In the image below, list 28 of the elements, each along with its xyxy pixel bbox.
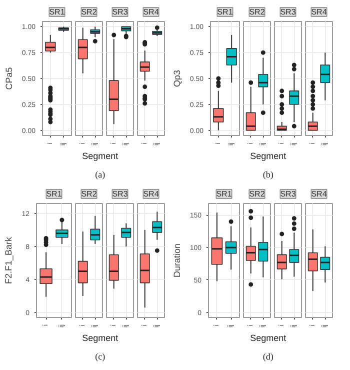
text: (c) bbox=[95, 352, 106, 362]
chart-title: SR4 bbox=[311, 190, 328, 198]
chart-title: SR3 bbox=[280, 8, 296, 16]
x-axis-title: Segment bbox=[250, 151, 287, 162]
chart-title: SR1 bbox=[217, 8, 234, 16]
chart-title: SR1 bbox=[216, 190, 232, 198]
y-axis-title: Duration bbox=[172, 243, 182, 278]
chart-title: SR4 bbox=[143, 190, 160, 198]
chart-title: SR1 bbox=[46, 190, 62, 198]
text: (a) bbox=[95, 170, 106, 180]
chart-title: SR2 bbox=[249, 8, 266, 16]
chart-title: SR2 bbox=[81, 190, 98, 198]
y-axis-title: F2.F1_Bark bbox=[4, 236, 14, 284]
chart-title: SR1 bbox=[49, 8, 66, 16]
chart-title: SR2 bbox=[81, 8, 98, 16]
chart-title: SR2 bbox=[249, 190, 266, 198]
x-axis-title: Segment bbox=[250, 333, 287, 344]
y-axis-title: CPa5 bbox=[4, 67, 14, 90]
text: (d) bbox=[262, 352, 274, 362]
x-axis-title: Segment bbox=[82, 151, 119, 162]
chart-title: SR4 bbox=[311, 8, 328, 16]
chart-title: SR4 bbox=[143, 8, 160, 16]
text: (b) bbox=[262, 170, 274, 180]
y-axis-title: Qp3 bbox=[172, 70, 182, 88]
x-axis-title: Segment bbox=[82, 333, 119, 344]
chart-title: SR3 bbox=[280, 190, 296, 198]
chart-title: SR3 bbox=[112, 190, 128, 198]
chart-title: SR3 bbox=[112, 8, 128, 16]
